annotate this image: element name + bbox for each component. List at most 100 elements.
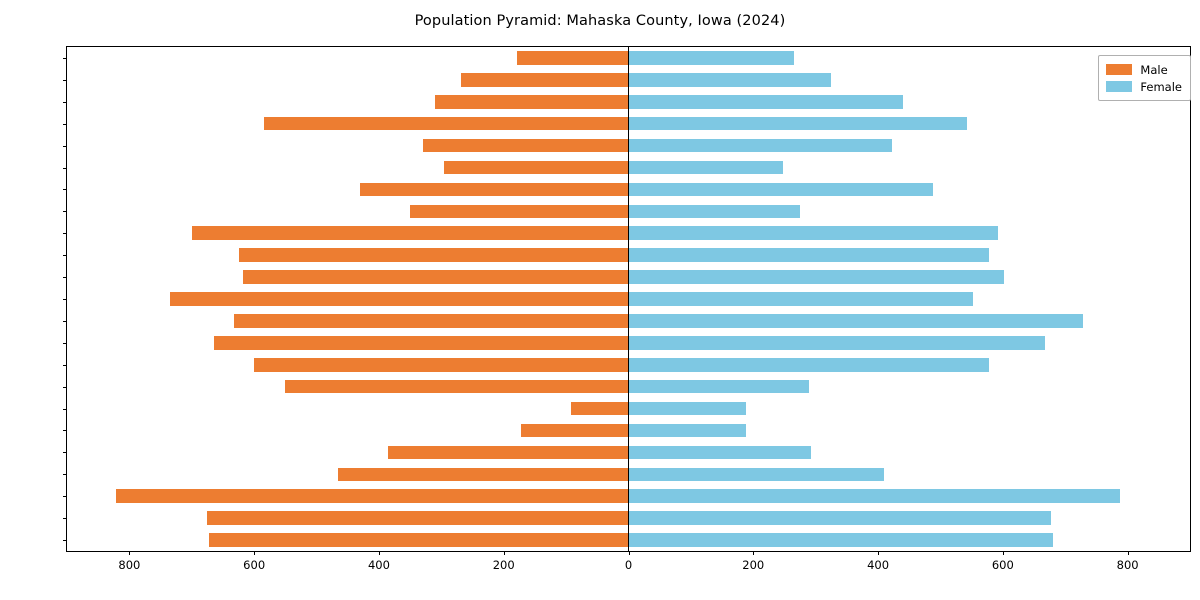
pyramid-row: [67, 73, 1190, 87]
pyramid-row: [67, 292, 1190, 306]
y-axis-tick-mark: [63, 430, 67, 432]
legend-label-male: Male: [1140, 62, 1168, 77]
y-axis-tick-mark: [63, 233, 67, 235]
y-axis-tick-mark: [63, 101, 67, 103]
x-axis-tick-mark: [753, 551, 755, 555]
y-axis-tick-mark: [63, 320, 67, 322]
y-axis-tick-mark: [63, 255, 67, 257]
pyramid-row: [67, 379, 1190, 394]
bar-female: [628, 511, 1052, 525]
bar-female: [628, 116, 967, 131]
bar-female: [628, 138, 892, 153]
x-axis-tick-mark: [878, 551, 880, 555]
x-axis-tick-mark: [378, 551, 380, 555]
pyramid-row: [67, 511, 1190, 525]
y-axis-tick-mark: [63, 342, 67, 344]
legend-item-male: Male: [1106, 61, 1182, 78]
bar-female: [628, 292, 973, 306]
bar-male: [444, 160, 629, 175]
pyramid-row: [67, 204, 1190, 219]
pyramid-row: [67, 357, 1190, 372]
bar-female: [628, 533, 1053, 547]
bar-female: [628, 204, 801, 219]
bar-female: [628, 379, 810, 394]
pyramid-row: [67, 533, 1190, 547]
bar-female: [628, 357, 990, 372]
bar-male: [410, 204, 629, 219]
pyramid-row: [67, 336, 1190, 350]
bar-female: [628, 314, 1083, 328]
pyramid-row: [67, 226, 1190, 241]
plot-area: 85+80-8475-7970-7467-6965-6662-6460-6155…: [63, 46, 1191, 572]
bar-male: [254, 357, 629, 372]
legend-label-female: Female: [1140, 79, 1182, 94]
pyramid-row: [67, 138, 1190, 153]
y-axis-tick-mark: [63, 57, 67, 59]
y-axis-tick-mark: [63, 452, 67, 454]
bar-male: [360, 182, 629, 197]
x-axis-tick-label: 600: [243, 558, 266, 572]
bar-male: [191, 226, 629, 241]
bar-male: [422, 138, 629, 153]
bar-male: [242, 270, 629, 284]
chart-title: Population Pyramid: Mahaska County, Iowa…: [414, 13, 786, 29]
y-axis-tick-mark: [63, 189, 67, 191]
x-axis-tick-mark: [628, 551, 630, 555]
bar-male: [238, 248, 629, 262]
bar-male: [461, 73, 629, 87]
y-axis-tick-mark: [63, 364, 67, 366]
pyramid-row: [67, 248, 1190, 262]
x-axis-tick-label: 400: [867, 558, 890, 572]
y-axis-tick-mark: [63, 408, 67, 410]
y-axis-tick-mark: [63, 211, 67, 213]
bar-female: [628, 51, 794, 65]
bar-male: [338, 467, 629, 482]
bar-female: [628, 489, 1120, 503]
bar-female: [628, 160, 783, 175]
bar-male: [207, 511, 629, 525]
x-axis-tick-mark: [503, 551, 505, 555]
bar-female: [628, 73, 832, 87]
y-axis-tick-mark: [63, 277, 67, 279]
pyramid-row: [67, 94, 1190, 109]
bar-female: [628, 336, 1046, 350]
bar-male: [209, 533, 629, 547]
y-axis-tick-mark: [63, 299, 67, 300]
legend-swatch-male-icon: [1106, 64, 1133, 75]
pyramid-row: [67, 116, 1190, 131]
x-axis-tick-label: 400: [367, 558, 390, 572]
y-axis-tick-mark: [63, 496, 67, 498]
x-axis-tick-mark: [129, 551, 131, 555]
y-axis-tick-mark: [63, 79, 67, 81]
x-axis-tick-label: 200: [742, 558, 765, 572]
x-axis-tick-mark: [1002, 551, 1004, 555]
pyramid-row: [67, 401, 1190, 416]
pyramid-row: [67, 160, 1190, 175]
bar-male: [388, 445, 629, 460]
pyramid-row: [67, 467, 1190, 482]
pyramid-row: [67, 489, 1190, 503]
x-axis-tick-label: 800: [118, 558, 141, 572]
y-axis-tick-mark: [63, 167, 67, 169]
bar-male: [285, 379, 629, 394]
bar-male: [435, 94, 629, 109]
chart-legend[interactable]: Male Female: [1098, 55, 1191, 101]
y-axis-tick-mark: [63, 145, 67, 147]
x-axis-tick-label: 800: [1116, 558, 1139, 572]
pyramid-row: [67, 423, 1190, 438]
pyramid-row: [67, 314, 1190, 328]
legend-item-female: Female: [1106, 78, 1182, 95]
bar-female: [628, 248, 990, 262]
bar-male: [521, 423, 629, 438]
pyramid-row: [67, 182, 1190, 197]
y-axis-tick-mark: [63, 123, 67, 125]
bar-female: [628, 467, 885, 482]
bar-male: [517, 51, 629, 65]
y-axis-tick-mark: [63, 518, 67, 520]
y-axis-tick-mark: [63, 540, 67, 542]
bar-female: [628, 94, 903, 109]
x-axis-tick-label: 200: [492, 558, 515, 572]
bar-female: [628, 423, 746, 438]
bar-female: [628, 401, 746, 416]
